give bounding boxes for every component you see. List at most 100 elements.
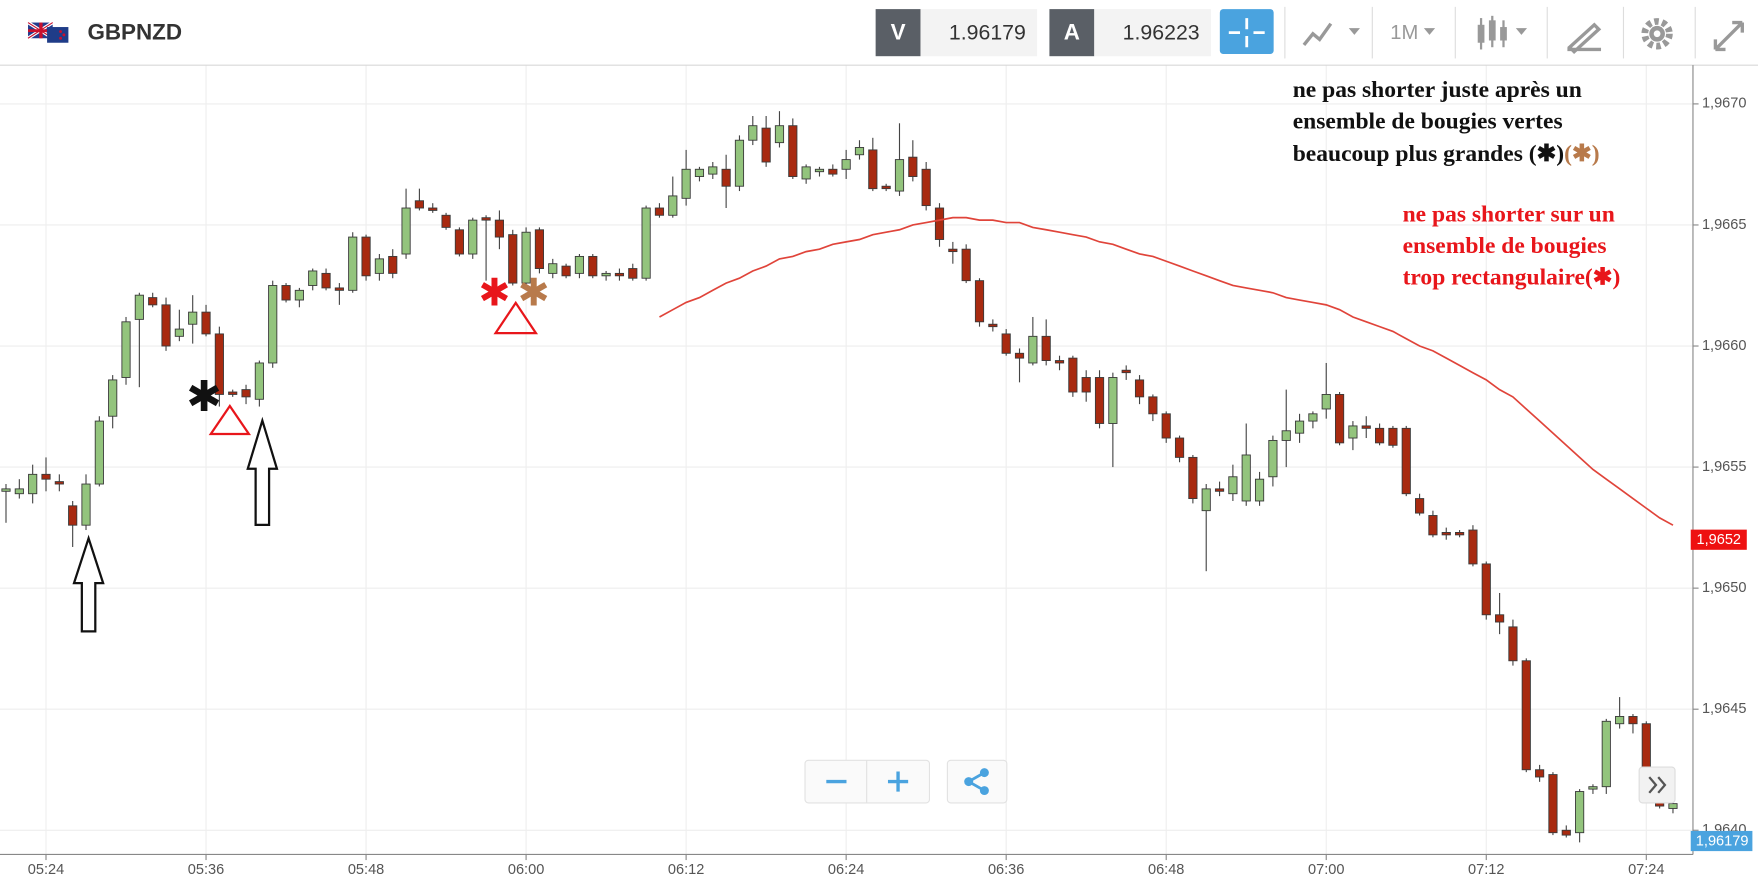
candle-body [841,159,851,170]
candle-body [1348,425,1358,439]
candle-body [428,207,438,211]
timeframe[interactable]: 1M [1390,22,1418,44]
candle-body [468,219,478,255]
candle-body [1561,829,1571,836]
candle-body [1228,476,1238,495]
candle-body [1121,369,1131,374]
candle-body [628,268,638,279]
candle-body [1388,427,1398,446]
candle-body [1535,769,1545,778]
note-line: trop rectangulaire(✱) [1403,265,1621,291]
x-tick-label: 05:24 [28,862,64,878]
candle-body [14,488,24,495]
candle-body [1161,413,1171,439]
y-tick-label: 1,9650 [1702,580,1747,596]
note-extra: (✱) [1564,141,1599,167]
arrow [246,416,279,526]
crosshair-button[interactable] [1219,9,1274,54]
grid [0,65,1693,855]
candle-body [1575,791,1585,834]
candle-body [148,297,158,306]
candle-body [81,483,91,526]
candle-body [654,207,665,216]
candle-body [1054,360,1065,364]
candle-body [401,207,411,255]
candle-body [508,234,518,284]
candle-body [348,236,358,291]
zoom-controls [804,759,931,804]
candle-body [548,263,558,274]
moving-average [659,216,1674,526]
candle-body [228,391,238,395]
candle-body [988,323,998,328]
candle-body [321,272,331,289]
fullscreen-button[interactable] [1713,20,1744,52]
candle-body [1214,488,1225,492]
ask-price: 1.96223 [1123,20,1200,44]
candle-body [1374,427,1385,444]
candle-body [948,248,958,253]
note-line: ensemble de bougies [1403,233,1607,259]
candle-body [108,379,118,417]
ma-tag-label: 1,9652 [1696,532,1741,548]
candle-body [1521,660,1531,771]
candle-body [1254,478,1265,502]
candle-body [534,229,545,269]
x-tick-label: 06:24 [828,862,864,878]
candle-body [1321,393,1331,410]
candle-body [161,304,171,347]
candle-body [1334,393,1345,444]
share-button[interactable] [946,759,1008,804]
candle-body [1308,413,1318,422]
candle-body [1468,529,1478,565]
candle-body [294,289,304,301]
candle-body [41,473,51,480]
candle-body [414,200,424,209]
ask-button[interactable] [1049,9,1095,57]
chart-type-button[interactable] [1302,22,1360,47]
candle-body [1134,379,1145,398]
marker: ✱ [518,271,550,315]
candle-body [1508,626,1518,662]
candle-body [748,125,758,141]
toolbar-separators [1284,6,1696,59]
candle-body [68,505,78,526]
candle-body [188,311,198,325]
candle-body [1281,430,1291,441]
candle-body [1241,454,1251,502]
zoom-in[interactable] [887,771,909,792]
candle-body [174,328,184,337]
candle-body [481,217,491,221]
candle-body [1481,563,1491,616]
candle-body [694,168,705,177]
ask-label: A [1064,20,1080,45]
candle-body [1,488,11,492]
ma-tag [1690,529,1747,550]
triangle [208,404,252,436]
candle-type-button[interactable] [1477,15,1528,50]
marker: ✱ [186,372,222,422]
candle-body [214,333,224,395]
flag [27,21,69,43]
x-tick-label: 07:12 [1468,862,1504,878]
candle-body [1108,377,1118,424]
candle-body [1615,716,1625,725]
scroll-end-button[interactable] [1638,766,1676,804]
x-tick-label: 05:48 [348,862,384,878]
candle-body [921,168,931,207]
red-note: ne pas shorter sur un ensemble de bougie… [1403,202,1621,291]
x-tick-label: 07:24 [1628,862,1664,878]
bid-box [920,9,1038,57]
draw-button[interactable] [1567,22,1602,55]
candle-body [1548,774,1558,834]
candle-body [974,280,985,323]
candle-body [1668,803,1678,809]
candle-body [814,168,825,173]
candle-body [54,481,64,485]
candle-body [1001,333,1011,354]
candle-body [494,219,505,238]
bid-button[interactable] [875,9,921,57]
candle-body [908,156,918,177]
settings-button[interactable] [1641,18,1673,50]
x-tick-label: 06:48 [1148,862,1184,878]
